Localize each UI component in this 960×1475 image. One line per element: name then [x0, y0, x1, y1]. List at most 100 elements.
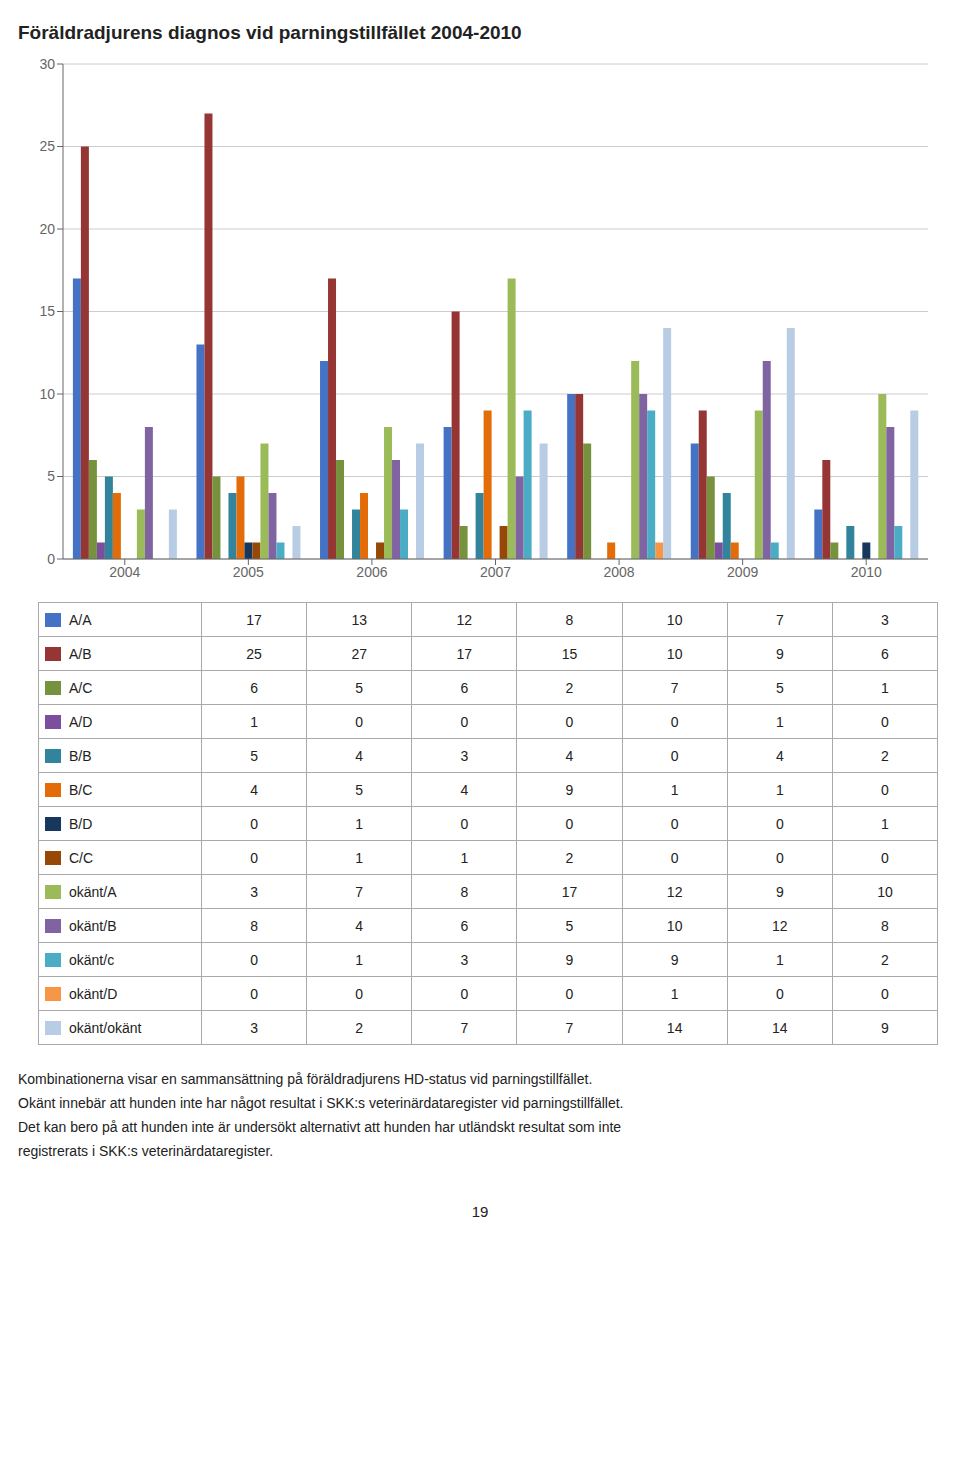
svg-text:10: 10: [39, 386, 55, 402]
html-text:3: 3: [460, 951, 469, 968]
html-text:4: 4: [355, 747, 364, 764]
html-text:0: 0: [670, 713, 679, 730]
html-text:1: 1: [460, 849, 469, 866]
html-text:3: 3: [460, 747, 469, 764]
html-text:17: 17: [456, 645, 473, 662]
html-text:4: 4: [355, 917, 364, 934]
html-text:15: 15: [561, 645, 578, 662]
html-text:1: 1: [670, 985, 679, 1002]
html-text:10: 10: [666, 645, 683, 662]
html-text:2: 2: [565, 849, 574, 866]
html-text:0: 0: [565, 985, 574, 1002]
html-text:13: 13: [351, 611, 367, 628]
html-text:6: 6: [460, 917, 469, 934]
svg-text:2007: 2007: [480, 564, 511, 580]
html-text:B/D: B/D: [69, 816, 93, 833]
html-text:Föräldradjurens diagnos vid pa: Föräldradjurens diagnos vid parningstill…: [18, 22, 522, 43]
html-text:4: 4: [775, 747, 784, 764]
html-text:4: 4: [460, 781, 469, 798]
html-text:0: 0: [460, 985, 469, 1002]
html-text:9: 9: [565, 781, 574, 798]
html-text:2: 2: [565, 679, 574, 696]
html-text:9: 9: [775, 645, 784, 662]
html-text:1: 1: [775, 781, 784, 798]
html-text:12: 12: [666, 883, 683, 900]
html-text:1: 1: [670, 781, 679, 798]
html-text:8: 8: [460, 883, 469, 900]
html-text:8: 8: [565, 611, 574, 628]
html-text:10: 10: [666, 611, 683, 628]
html-text:A/C: A/C: [69, 680, 93, 697]
html-text:7: 7: [775, 611, 784, 628]
html-text:okänt/D: okänt/D: [69, 986, 118, 1003]
html-text:Det kan bero på att hunden int: Det kan bero på att hunden inte är under…: [18, 1119, 622, 1135]
html-text:1: 1: [355, 951, 364, 968]
html-text:5: 5: [355, 679, 364, 696]
svg-text:30: 30: [39, 56, 55, 72]
html-text:0: 0: [460, 713, 469, 730]
html-text:17: 17: [246, 611, 262, 628]
html-text:19: 19: [471, 1203, 489, 1220]
html-text:okänt/B: okänt/B: [69, 918, 117, 935]
svg-text:15: 15: [39, 303, 55, 319]
html-text:17: 17: [561, 883, 578, 900]
html-text:0: 0: [565, 713, 574, 730]
html-text:0: 0: [670, 849, 679, 866]
svg-text:0: 0: [47, 551, 55, 567]
html-text:12: 12: [456, 611, 473, 628]
html-text:1: 1: [775, 951, 784, 968]
html-text:7: 7: [670, 679, 679, 696]
svg-text:5: 5: [47, 468, 55, 484]
html-text:9: 9: [565, 951, 574, 968]
html-text:5: 5: [565, 917, 574, 934]
html-text:4: 4: [565, 747, 574, 764]
svg-text:2004: 2004: [109, 564, 140, 580]
html-text:okänt/A: okänt/A: [69, 884, 117, 901]
html-text:6: 6: [460, 679, 469, 696]
svg-text:2009: 2009: [727, 564, 758, 580]
html-text:14: 14: [772, 1019, 788, 1036]
html-text:0: 0: [775, 985, 784, 1002]
html-text:Kombinationerna visar en samma: Kombinationerna visar en sammansättning …: [18, 1071, 593, 1087]
html-text:Okänt innebär att hunden inte: Okänt innebär att hunden inte har något …: [18, 1095, 624, 1111]
html-text:12: 12: [772, 917, 788, 934]
html-text:B/C: B/C: [69, 782, 93, 799]
html-text:25: 25: [246, 645, 262, 662]
html-text:0: 0: [460, 815, 469, 832]
html-text:A/D: A/D: [69, 714, 93, 731]
html-text:okänt/okänt: okänt/okänt: [69, 1020, 142, 1037]
html-text:14: 14: [666, 1019, 683, 1036]
html-text:1: 1: [775, 713, 784, 730]
html-text:0: 0: [775, 815, 784, 832]
html-text:0: 0: [355, 713, 364, 730]
html-text:1: 1: [355, 815, 364, 832]
html-text:9: 9: [775, 883, 784, 900]
html-text:0: 0: [565, 815, 574, 832]
html-text:2: 2: [355, 1019, 364, 1036]
html-text:A/B: A/B: [69, 646, 92, 663]
html-text:0: 0: [775, 849, 784, 866]
html-text:7: 7: [355, 883, 364, 900]
svg-text:2006: 2006: [356, 564, 387, 580]
html-text:A/A: A/A: [69, 612, 92, 629]
html-text:okänt/c: okänt/c: [69, 952, 115, 969]
html-text:C/C: C/C: [69, 850, 94, 867]
svg-text:25: 25: [39, 138, 55, 154]
html-text:10: 10: [666, 917, 683, 934]
html-text:B/B: B/B: [69, 748, 92, 765]
html-text:10: 10: [877, 883, 893, 900]
html-text:1: 1: [355, 849, 364, 866]
html-text:5: 5: [775, 679, 784, 696]
svg-text:20: 20: [39, 221, 55, 237]
svg-text:2005: 2005: [233, 564, 264, 580]
html-text:7: 7: [460, 1019, 469, 1036]
svg-text:2008: 2008: [603, 564, 634, 580]
html-text:0: 0: [670, 747, 679, 764]
html-text:5: 5: [355, 781, 364, 798]
svg-text:2010: 2010: [851, 564, 882, 580]
html-text:registrerats i SKK:s veterinär: registrerats i SKK:s veterinärdataregist…: [18, 1143, 274, 1159]
html-text:9: 9: [670, 951, 679, 968]
html-text:0: 0: [670, 815, 679, 832]
html-text:27: 27: [351, 645, 367, 662]
html-text:0: 0: [355, 985, 364, 1002]
